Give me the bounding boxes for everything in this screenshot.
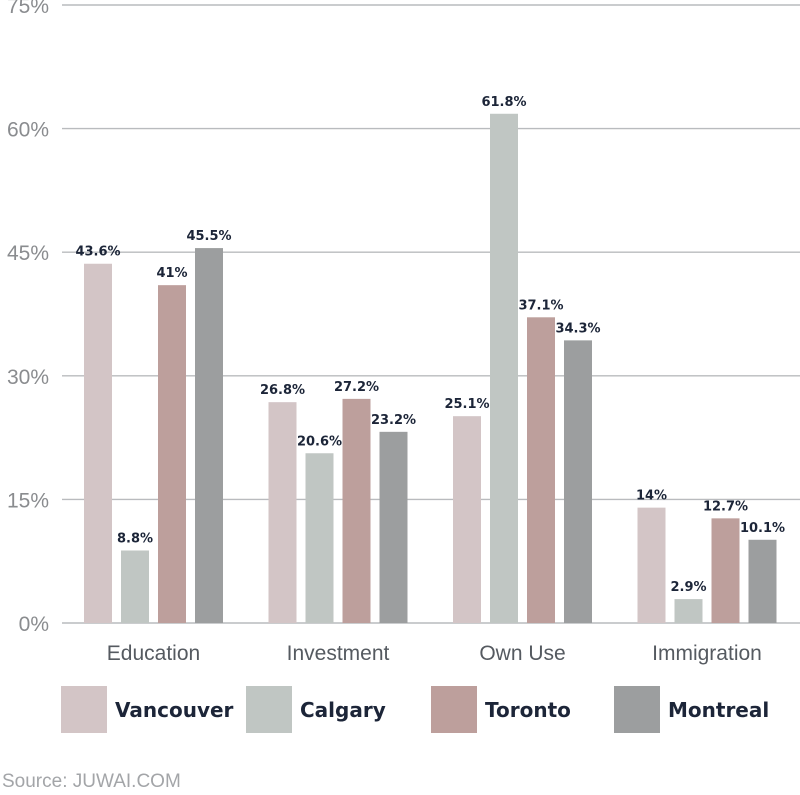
y-tick-label: 15% bbox=[7, 489, 49, 512]
legend-item-calgary: Calgary bbox=[246, 686, 386, 733]
bar-calgary-immigration bbox=[674, 599, 703, 623]
data-label: 34.3% bbox=[555, 321, 600, 336]
data-label: 37.1% bbox=[518, 298, 563, 313]
legend-label-vancouver: Vancouver bbox=[115, 697, 234, 722]
bar-vancouver-immigration bbox=[637, 507, 666, 623]
source-note: Source: JUWAI.COM bbox=[2, 771, 181, 792]
bar-calgary-investment bbox=[305, 453, 334, 623]
data-label: 26.8% bbox=[260, 383, 305, 398]
legend-item-montreal: Montreal bbox=[614, 686, 769, 733]
bar-montreal-investment bbox=[379, 431, 408, 623]
data-label: 27.2% bbox=[334, 380, 379, 395]
data-label: 41% bbox=[156, 266, 187, 281]
bar-vancouver-investment bbox=[268, 402, 297, 623]
y-tick-label: 75% bbox=[7, 0, 49, 18]
data-label: 23.2% bbox=[371, 413, 416, 428]
bar-montreal-own-use bbox=[564, 340, 592, 623]
x-category-label: Immigration bbox=[652, 642, 762, 665]
bar-vancouver-education bbox=[84, 263, 112, 623]
x-category-label: Education bbox=[107, 642, 200, 665]
x-category-label: Investment bbox=[287, 642, 390, 665]
data-label: 20.6% bbox=[297, 434, 342, 449]
legend-item-vancouver: Vancouver bbox=[61, 686, 233, 733]
y-tick-label: 0% bbox=[19, 613, 49, 636]
y-tick-label: 60% bbox=[7, 119, 49, 142]
data-label: 45.5% bbox=[186, 229, 231, 244]
y-tick-label: 45% bbox=[7, 242, 49, 265]
bar-toronto-own-use bbox=[527, 317, 555, 623]
bar-toronto-education bbox=[158, 285, 186, 623]
bar-calgary-education bbox=[121, 550, 149, 623]
legend-item-toronto: Toronto bbox=[431, 686, 571, 733]
y-axis-ticks: 0% 15% 30% 45% 60% 75% bbox=[7, 0, 49, 636]
bar-chart: 0% 15% 30% 45% 60% 75% 43.6% 8.8% 41% 45.5% 26.8%… bbox=[7, 0, 800, 665]
data-label: 2.9% bbox=[670, 580, 706, 595]
data-label: 25.1% bbox=[444, 397, 489, 412]
data-label: 61.8% bbox=[481, 95, 526, 110]
x-axis-categories: Education Investment Own Use Immigration bbox=[107, 642, 762, 665]
bar-calgary-own-use bbox=[490, 113, 518, 623]
bars bbox=[84, 113, 777, 623]
legend-label-calgary: Calgary bbox=[300, 697, 386, 722]
data-label: 14% bbox=[636, 489, 667, 504]
bar-montreal-education bbox=[195, 248, 223, 623]
legend-label-toronto: Toronto bbox=[485, 697, 571, 722]
data-label: 10.1% bbox=[740, 521, 785, 536]
bar-toronto-investment bbox=[342, 398, 371, 623]
bar-toronto-immigration bbox=[711, 518, 740, 623]
bar-montreal-immigration bbox=[748, 539, 777, 623]
data-labels: 43.6% 8.8% 41% 45.5% 26.8% 20.6% 27.2% 23.2% 25.… bbox=[75, 95, 785, 595]
legend-swatch-vancouver bbox=[61, 686, 107, 733]
legend-swatch-montreal bbox=[614, 686, 660, 733]
legend-label-montreal: Montreal bbox=[668, 697, 770, 722]
data-label: 8.8% bbox=[117, 531, 153, 546]
x-category-label: Own Use bbox=[479, 642, 565, 665]
legend-swatch-toronto bbox=[431, 686, 477, 733]
data-label: 12.7% bbox=[703, 499, 748, 514]
y-tick-label: 30% bbox=[7, 366, 49, 389]
bar-vancouver-own-use bbox=[453, 416, 481, 623]
data-label: 43.6% bbox=[75, 245, 120, 260]
legend-swatch-calgary bbox=[246, 686, 292, 733]
